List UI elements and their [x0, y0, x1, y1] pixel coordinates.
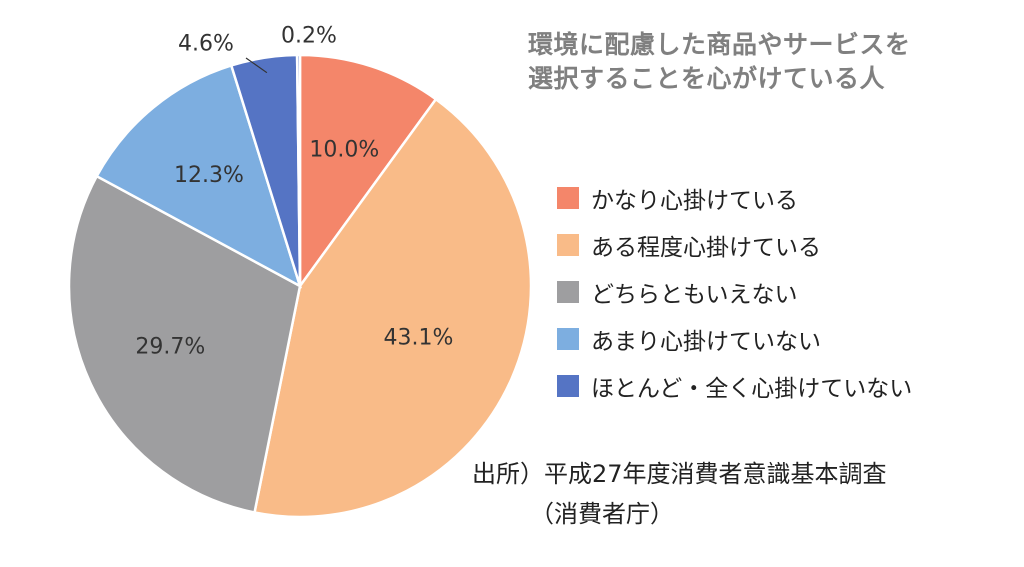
slice-value-label: 29.7% — [135, 334, 205, 359]
slice-value-label: 0.2% — [281, 24, 337, 49]
legend-item-2: ある程度心掛けている — [557, 221, 912, 268]
legend-swatch — [557, 374, 579, 397]
legend-label: かなり心掛けている — [591, 187, 798, 214]
legend-label: どちらともいえない — [591, 281, 798, 308]
legend: かなり心掛けている ある程度心掛けている どちらともいえない あまり心掛けていな… — [557, 174, 912, 409]
source-line-2: （消費者庁） — [530, 500, 674, 528]
legend-item-4: あまり心掛けていない — [557, 315, 912, 362]
source-line-1: 出所）平成27年度消費者意識基本調査 — [472, 460, 887, 488]
chart-title: 環境に配慮した商品やサービスを 選択することを心がけている人 — [528, 28, 998, 96]
pie-slice — [253, 97, 533, 519]
legend-label: あまり心掛けていない — [591, 328, 821, 355]
legend-item-3: どちらともいえない — [557, 268, 912, 315]
legend-label: ある程度心掛けている — [591, 234, 821, 261]
chart-title-line-1: 環境に配慮した商品やサービスを — [528, 30, 911, 59]
slice-value-label: 10.0% — [309, 137, 379, 162]
legend-swatch — [557, 280, 579, 303]
source-note: 出所）平成27年度消費者意識基本調査 （消費者庁） — [472, 454, 887, 534]
legend-swatch — [557, 186, 579, 209]
pie-slice — [295, 53, 302, 287]
slice-value-label: 43.1% — [384, 325, 454, 350]
pie-slice — [67, 174, 302, 514]
slice-value-label: 4.6% — [178, 32, 234, 57]
legend-swatch — [557, 327, 579, 350]
leader-line — [245, 57, 268, 74]
legend-item-1: かなり心掛けている — [557, 174, 912, 221]
chart-title-line-2: 選択することを心がけている人 — [528, 64, 886, 93]
legend-item-5: ほとんど・全く心掛けていない — [557, 362, 912, 409]
pie-slice — [298, 53, 438, 290]
slice-value-label: 12.3% — [174, 163, 244, 188]
pie-slice — [95, 63, 303, 289]
legend-swatch — [557, 233, 579, 256]
legend-label: ほとんど・全く心掛けていない — [591, 375, 913, 402]
